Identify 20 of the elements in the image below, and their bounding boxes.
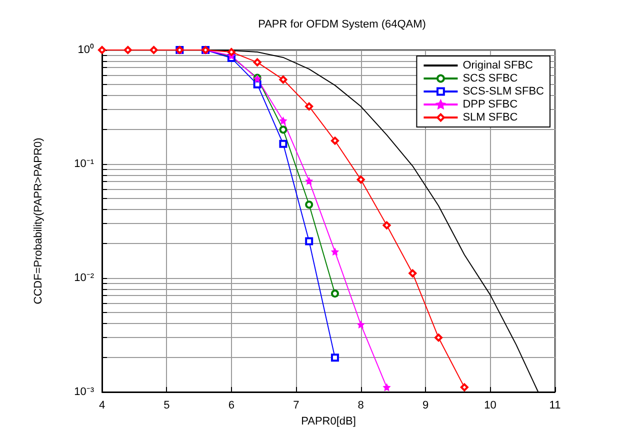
x-tick-label: 7 (293, 400, 300, 412)
y-tick-label: 10⁻¹ (74, 158, 94, 170)
legend-label: Original SFBC (462, 60, 534, 72)
x-axis-title: PAPR0[dB] (301, 415, 356, 428)
x-tick-label: 9 (422, 400, 429, 412)
x-tick-label: 8 (358, 400, 364, 412)
x-tick-label: 10 (484, 400, 496, 412)
x-tick-label: 4 (98, 400, 106, 412)
y-tick-label: 10⁻² (74, 272, 94, 284)
x-tick-label: 6 (228, 400, 234, 412)
x-tick-label: 5 (164, 400, 170, 412)
y-tick-label: 10⁰ (78, 43, 94, 56)
x-tick-label: 11 (549, 400, 561, 412)
legend-label: DPP SFBC (462, 98, 518, 110)
y-axis-title: CCDF=Probability(PAPR>PAPR0) (32, 138, 44, 304)
y-tick-label: 10⁻³ (74, 386, 94, 398)
legend-label: SCS-SLM SFBC (462, 86, 544, 98)
chart-title: PAPR for OFDM System (64QAM) (258, 18, 426, 30)
legend-label: SLM SFBC (462, 112, 518, 124)
legend-label: SCS SFBC (462, 72, 518, 84)
